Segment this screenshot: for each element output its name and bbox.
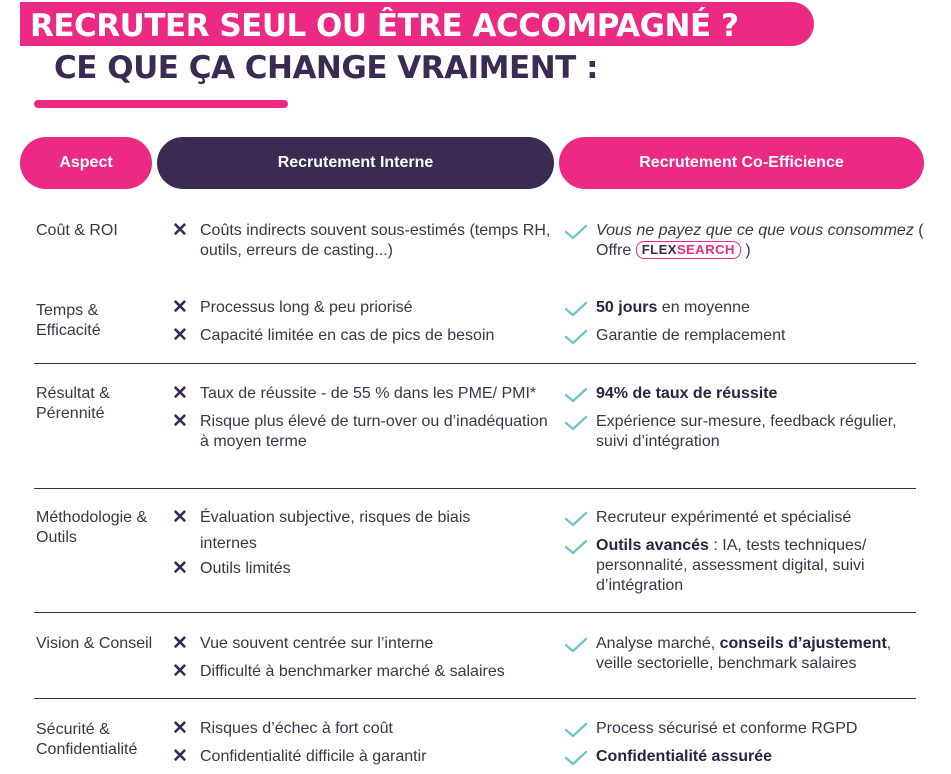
- page-title-line2: CE QUE ÇA CHANGE VRAIMENT :: [54, 50, 599, 86]
- cross-icon: ✕: [172, 220, 188, 241]
- cross-icon: ✕: [172, 746, 188, 767]
- check-icon: [564, 750, 588, 766]
- coefficience-item: Outils avancés : IA, tests techniques/ p…: [564, 536, 924, 596]
- header-recrutement-interne: Recrutement Interne: [157, 137, 554, 189]
- aspect-label: Coût & ROI: [36, 222, 118, 239]
- row-divider: [34, 698, 916, 699]
- cross-icon: ✕: [172, 411, 188, 432]
- check-icon: [564, 387, 588, 403]
- check-icon: [564, 539, 588, 555]
- row-divider: [34, 612, 916, 613]
- check-icon: [564, 637, 588, 653]
- coefficience-item: Process sécurisé et conforme RGPD: [564, 719, 924, 739]
- interne-item: ✕ Outils limités: [168, 559, 558, 579]
- interne-item: ✕ Processus long & peu priorisé: [168, 298, 558, 318]
- coefficience-item: Recruteur expérimenté et spécialisé: [564, 508, 924, 528]
- cross-icon: ✕: [172, 297, 188, 318]
- cross-icon: ✕: [172, 558, 188, 579]
- aspect-label: Résultat & Pérennité: [36, 385, 110, 422]
- cross-icon: ✕: [172, 661, 188, 682]
- header-aspect: Aspect: [20, 137, 152, 189]
- flexsearch-logo: FLEXSEARCH: [635, 241, 741, 259]
- aspect-label: Sécurité & Confidentialité: [36, 721, 138, 758]
- interne-item: ✕ Vue souvent centrée sur l’interne: [168, 634, 558, 654]
- coefficience-item: Analyse marché, conseils d’ajustement, v…: [564, 634, 924, 674]
- interne-item: ✕ Confidentialité difficile à garantir: [168, 747, 558, 767]
- interne-item: ✕ Risques d’échec à fort coût: [168, 719, 558, 739]
- cross-icon: ✕: [172, 325, 188, 346]
- interne-item: ✕ Difficulté à benchmarker marché & salai…: [168, 662, 558, 682]
- aspect-label: Méthodologie & Outils: [36, 509, 148, 546]
- check-icon: [564, 511, 588, 527]
- row-divider: [34, 488, 916, 489]
- check-icon: [564, 224, 588, 240]
- coefficience-item: 94% de taux de réussite: [564, 384, 924, 404]
- row-divider: [34, 363, 916, 364]
- coefficience-item: Vous ne payez que ce que vous consommez …: [564, 221, 924, 261]
- page-title-line1: RECRUTER SEUL OU ÊTRE ACCOMPAGNÉ ?: [30, 8, 739, 44]
- interne-item: ✕ Risque plus élevé de turn-over ou d’ina…: [168, 412, 558, 452]
- check-icon: [564, 722, 588, 738]
- cross-icon: ✕: [172, 633, 188, 654]
- title-highlight-band: [20, 2, 814, 46]
- check-icon: [564, 301, 588, 317]
- aspect-label: Vision & Conseil: [36, 635, 153, 652]
- check-icon: [564, 329, 588, 345]
- cross-icon: ✕: [172, 507, 188, 528]
- coefficience-item: 50 jours en moyenne: [564, 298, 924, 318]
- interne-item: ✕ Capacité limitée en cas de pics de beso…: [168, 326, 558, 346]
- coefficience-item: Confidentialité assurée: [564, 747, 924, 767]
- interne-item: ✕ Coûts indirects souvent sous-estimés (t…: [168, 221, 558, 261]
- aspect-label: Temps & Efficacité: [36, 302, 101, 339]
- interne-item: ✕ Taux de réussite - de 55 % dans les PME…: [168, 384, 558, 404]
- cross-icon: ✕: [172, 383, 188, 404]
- coefficience-item: Expérience sur-mesure, feedback régulier…: [564, 412, 924, 452]
- check-icon: [564, 415, 588, 431]
- title-underline: [34, 100, 288, 108]
- cross-icon: ✕: [172, 718, 188, 739]
- interne-item: ✕ Évaluation subjective, risques de biais…: [168, 505, 530, 557]
- header-recrutement-coefficience: Recrutement Co-Efficience: [559, 137, 924, 189]
- coefficience-item: Garantie de remplacement: [564, 326, 924, 346]
